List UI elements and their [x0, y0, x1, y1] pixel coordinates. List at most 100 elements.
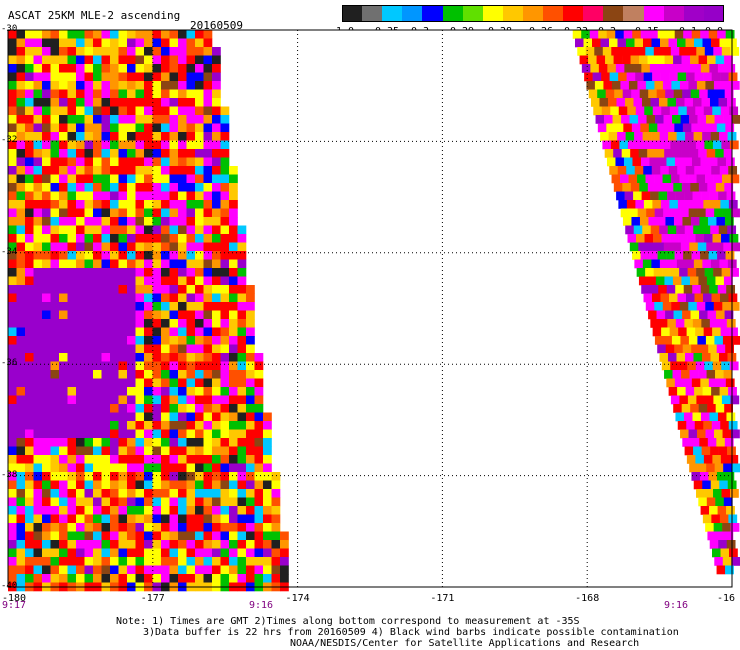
- map-pixel: [673, 310, 683, 320]
- map-pixel: [152, 336, 162, 345]
- map-pixel: [178, 225, 187, 235]
- map-pixel: [651, 166, 661, 175]
- map-pixel: [161, 98, 170, 107]
- map-pixel: [84, 115, 94, 124]
- map-pixel: [110, 327, 119, 337]
- map-pixel: [110, 38, 119, 48]
- map-pixel: [101, 489, 111, 498]
- map-pixel: [93, 370, 102, 379]
- map-pixel: [67, 327, 77, 337]
- map-pixel: [42, 557, 51, 566]
- map-pixel: [76, 166, 85, 175]
- map-pixel: [212, 200, 221, 209]
- map-pixel: [169, 387, 179, 396]
- map-pixel: [59, 421, 68, 430]
- map-pixel: [25, 336, 34, 345]
- map-pixel: [8, 353, 17, 362]
- map-pixel: [695, 106, 705, 116]
- map-pixel: [263, 480, 272, 490]
- map-pixel: [254, 387, 264, 396]
- map-pixel: [700, 64, 710, 73]
- map-pixel: [42, 38, 51, 48]
- map-pixel: [254, 489, 264, 498]
- map-pixel: [101, 395, 111, 405]
- map-pixel: [161, 200, 170, 209]
- map-pixel: [8, 140, 17, 150]
- map-pixel: [42, 344, 51, 354]
- map-pixel: [195, 463, 204, 473]
- map-pixel: [152, 565, 162, 575]
- map-pixel: [220, 387, 230, 396]
- map-pixel: [195, 132, 204, 141]
- map-pixel: [212, 531, 221, 541]
- map-pixel: [101, 242, 111, 252]
- map-pixel: [186, 353, 196, 362]
- map-pixel: [212, 166, 221, 175]
- map-pixel: [643, 293, 653, 303]
- map-pixel: [93, 336, 102, 345]
- map-pixel: [76, 489, 85, 498]
- map-pixel: [669, 293, 678, 303]
- colorbar-segment: [563, 5, 584, 22]
- map-pixel: [42, 98, 51, 107]
- map-pixel: [110, 395, 119, 405]
- map-pixel: [25, 455, 34, 464]
- map-pixel: [16, 225, 26, 235]
- map-pixel: [195, 81, 204, 90]
- map-pixel: [76, 174, 85, 184]
- map-pixel: [42, 183, 51, 192]
- map-pixel: [246, 565, 255, 575]
- map-pixel: [110, 506, 119, 515]
- map-pixel: [152, 463, 162, 473]
- map-pixel: [93, 166, 102, 175]
- map-pixel: [641, 285, 651, 294]
- map-pixel: [16, 404, 26, 413]
- map-pixel: [93, 446, 102, 456]
- map-pixel: [203, 531, 213, 541]
- map-pixel: [672, 242, 682, 252]
- map-pixel: [161, 251, 170, 260]
- map-pixel: [690, 310, 700, 320]
- map-pixel: [696, 489, 705, 498]
- map-pixel: [195, 225, 204, 235]
- map-pixel: [212, 81, 221, 90]
- map-pixel: [127, 319, 136, 328]
- map-pixel: [42, 378, 51, 388]
- map-pixel: [101, 276, 111, 286]
- map-pixel: [59, 514, 68, 524]
- map-pixel: [33, 191, 43, 201]
- map-pixel: [152, 251, 162, 260]
- map-pixel: [101, 123, 111, 133]
- map-pixel: [169, 497, 179, 507]
- map-pixel: [721, 47, 731, 56]
- map-pixel: [152, 140, 162, 150]
- map-pixel: [689, 242, 699, 252]
- map-pixel: [254, 463, 264, 473]
- map-pixel: [16, 429, 26, 439]
- map-pixel: [694, 293, 704, 303]
- map-pixel: [663, 242, 673, 252]
- map-pixel: [203, 259, 213, 269]
- map-pixel: [16, 234, 26, 243]
- map-pixel: [178, 472, 187, 481]
- map-pixel: [16, 540, 26, 549]
- map-pixel: [730, 174, 740, 184]
- map-pixel: [93, 514, 102, 524]
- map-pixel: [592, 72, 602, 82]
- map-pixel: [50, 480, 60, 490]
- map-pixel: [186, 412, 196, 422]
- map-pixel: [169, 174, 179, 184]
- map-pixel: [8, 531, 17, 541]
- map-pixel: [76, 344, 85, 354]
- map-pixel: [84, 268, 94, 277]
- map-pixel: [135, 404, 145, 413]
- map-pixel: [169, 378, 179, 388]
- map-pixel: [135, 208, 145, 218]
- map-pixel: [135, 302, 145, 311]
- map-pixel: [674, 157, 684, 167]
- map-pixel: [237, 293, 247, 303]
- map-pixel: [76, 208, 85, 218]
- map-pixel: [161, 574, 170, 583]
- map-pixel: [671, 174, 680, 184]
- map-pixel: [118, 446, 128, 456]
